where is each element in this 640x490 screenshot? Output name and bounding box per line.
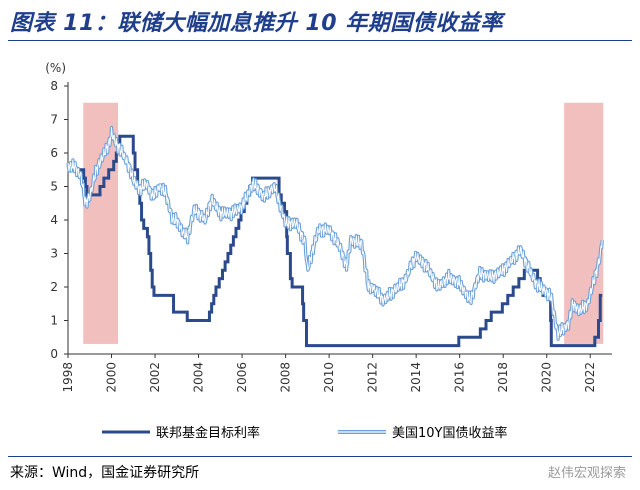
y-tick-label: 4	[50, 213, 58, 227]
x-tick-label: 2012	[366, 362, 380, 393]
source-note: 来源：Wind，国金证券研究所	[10, 465, 200, 481]
x-tick-label: 2004	[192, 362, 206, 393]
x-tick-label: 2008	[279, 362, 293, 393]
y-tick-label: 3	[50, 247, 58, 261]
x-tick-label: 2016	[453, 362, 467, 393]
x-tick-label: 2010	[322, 362, 336, 393]
tick-labels: 0 1 2 3 4 5 6 7 8 (%) 1998 2000 2002 2004 2006 2008 2010…	[45, 61, 597, 393]
y-tick-label: 6	[50, 146, 58, 160]
y-tick-label: 1	[50, 314, 58, 328]
y-axis-label: (%)	[45, 61, 66, 75]
x-tick-label: 2006	[235, 362, 249, 393]
legend: 联邦基金目标利率 美国10Y国债收益率	[102, 425, 507, 441]
axes	[64, 82, 612, 358]
legend-label-ust10y: 美国10Y国债收益率	[392, 425, 507, 441]
legend-label-fed-funds: 联邦基金目标利率	[156, 425, 260, 441]
chart-title: 图表 11：联储大幅加息推升 10 年期国债收益率	[10, 11, 503, 36]
x-tick-label: 2022	[583, 362, 597, 393]
shaded-period-1	[83, 102, 119, 344]
shaded-periods	[83, 102, 604, 344]
x-tick-label: 2002	[148, 362, 162, 393]
x-tick-label: 2020	[540, 362, 554, 393]
series-fed-funds-line	[68, 134, 603, 348]
y-tick-label: 7	[50, 113, 58, 127]
series-ust10y-line	[67, 127, 603, 340]
y-tick-label: 8	[50, 79, 58, 93]
y-tick-label: 0	[50, 347, 58, 361]
chart-area: 0 1 2 3 4 5 6 7 8 (%) 1998 2000 2002 2004 2006 2008 2010…	[45, 61, 612, 441]
x-tick-label: 2000	[105, 362, 119, 393]
series-lines	[66, 125, 604, 348]
x-tick-label: 2014	[409, 362, 423, 393]
y-tick-label: 5	[50, 180, 58, 194]
x-tick-label: 2018	[496, 362, 510, 393]
y-tick-label: 2	[50, 280, 58, 294]
title-divider	[8, 40, 632, 41]
watermark: 赵伟宏观探索	[547, 466, 626, 481]
x-tick-label: 1998	[61, 362, 75, 393]
source-divider	[8, 456, 632, 457]
